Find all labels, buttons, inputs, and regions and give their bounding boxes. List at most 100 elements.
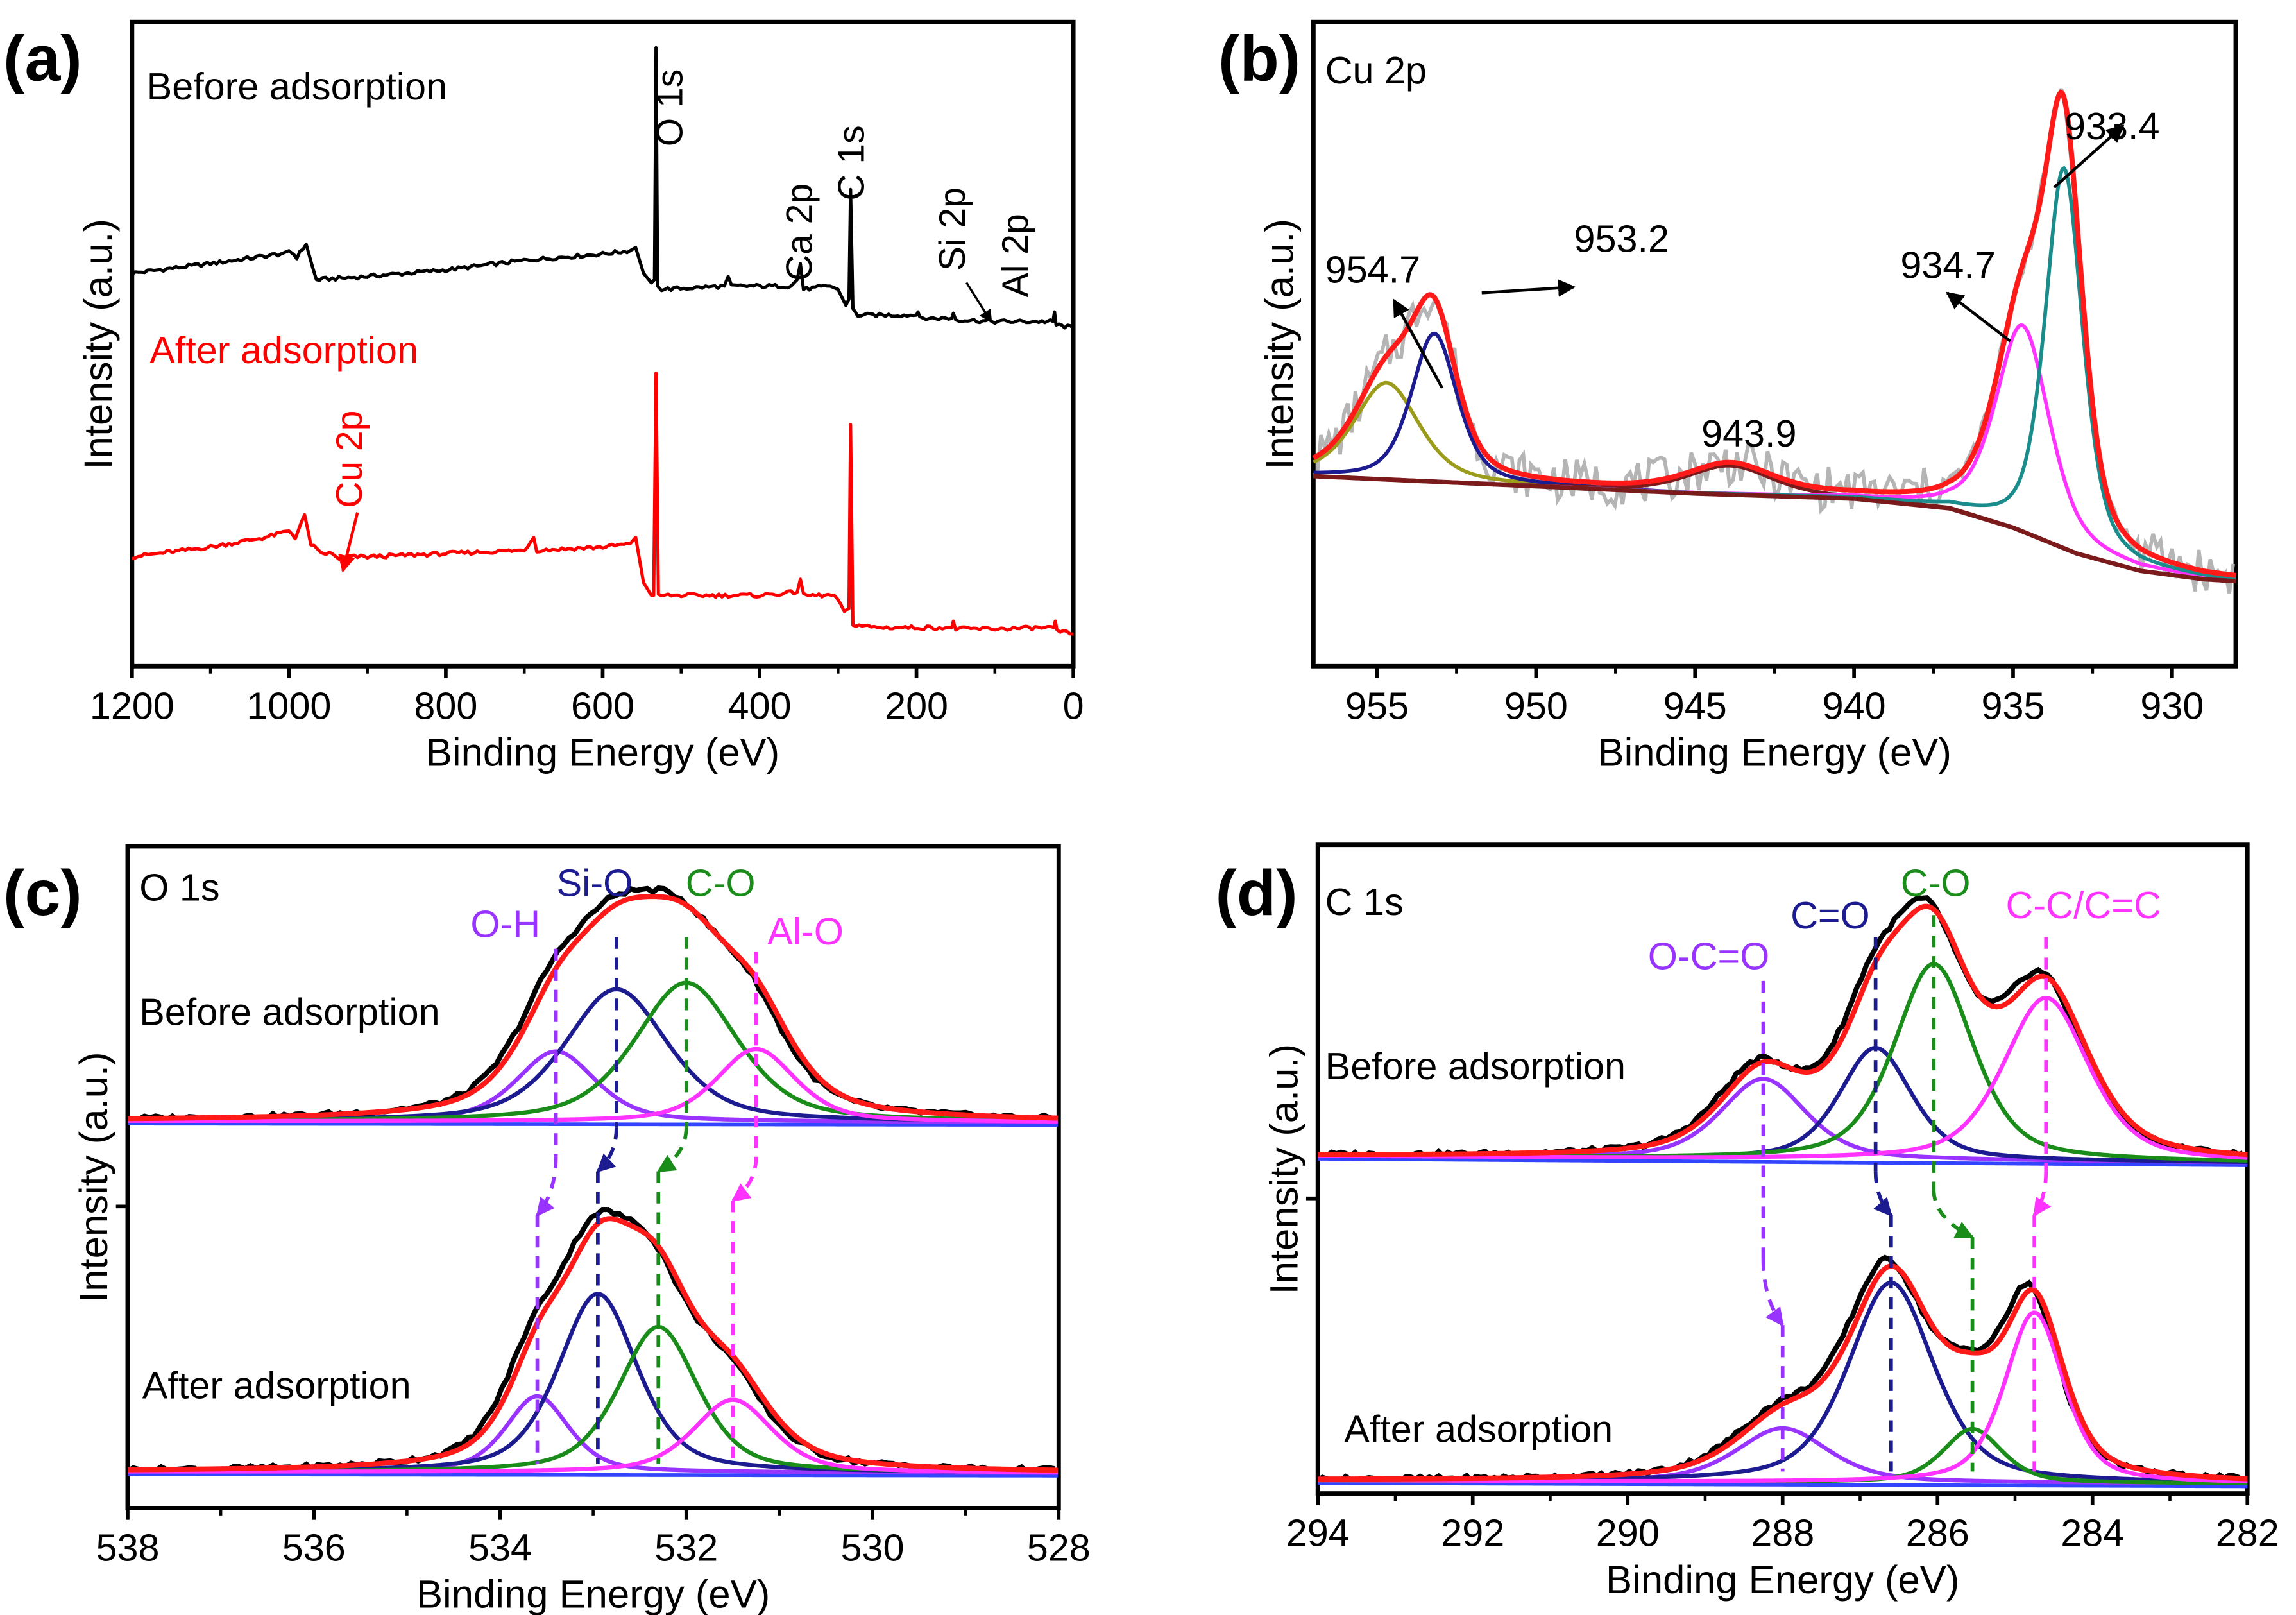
shift-indicator-al-o-arrow bbox=[731, 1156, 758, 1202]
panel-a-survey: 1200 1000 800 600 400 200 0 Binding Energy (eV)… bbox=[3, 19, 1084, 774]
peak-label-cu-2p: Cu 2p bbox=[329, 411, 370, 508]
peak-label-si-2p: Si 2p bbox=[932, 187, 973, 271]
peak-label-c-1s: C 1s bbox=[831, 125, 872, 200]
peak-label-943.9: 943.9 bbox=[1701, 412, 1796, 455]
y-axis-label: Intensity (a.u.) bbox=[1262, 1044, 1306, 1294]
panel-title: O 1s bbox=[139, 866, 219, 909]
x-axis-label: Binding Energy (eV) bbox=[416, 1573, 770, 1615]
fit-component-al-o bbox=[127, 1397, 1058, 1474]
before-adsorption-label: Before adsorption bbox=[139, 990, 439, 1033]
x-axis-label: Binding Energy (eV) bbox=[1606, 1558, 1959, 1602]
fit-component-c-c-c-c bbox=[1318, 995, 2248, 1160]
peak-arrow-934.7 bbox=[1946, 291, 2011, 343]
peak-label-954.7: 954.7 bbox=[1325, 248, 1420, 291]
raw-spectrum-line bbox=[1313, 88, 2235, 594]
x-tick-label: 536 bbox=[282, 1526, 346, 1569]
panel-d-c1s: 294 292 290 288 286 284 282 Binding Energy (eV)… bbox=[1215, 842, 2279, 1602]
cu2p-arrow bbox=[338, 512, 359, 573]
shift-indicator-o-h-arrow bbox=[536, 1156, 558, 1217]
x-tick-label: 200 bbox=[885, 684, 948, 727]
x-tick-label: 935 bbox=[1981, 684, 2045, 727]
x-tick-label: 532 bbox=[654, 1526, 718, 1569]
baseline-line bbox=[127, 1122, 1058, 1127]
shift-indicator-c-o-arrow bbox=[1932, 1188, 1975, 1239]
x-tick-label: 1000 bbox=[246, 684, 331, 727]
component-label-c-o: C=O bbox=[1790, 894, 1870, 937]
component-label-o-c-o: O-C=O bbox=[1648, 935, 1770, 978]
shift-indicator-si-o-arrow bbox=[596, 1127, 618, 1173]
fit-envelope-line-after bbox=[1318, 1263, 2248, 1482]
x-tick-label: 282 bbox=[2216, 1512, 2279, 1555]
x-axis-label: Binding Energy (eV) bbox=[1597, 730, 1951, 774]
x-tick-label: 930 bbox=[2140, 684, 2204, 727]
peak-label-953.2: 953.2 bbox=[1574, 217, 1669, 260]
x-tick-label: 534 bbox=[468, 1526, 532, 1569]
shift-indicator-o-c-o-arrow bbox=[1761, 1259, 1785, 1327]
y-axis-label: Intensity (a.u.) bbox=[76, 219, 121, 469]
x-tick-label: 945 bbox=[1663, 684, 1727, 727]
fit-component-o-h bbox=[127, 1394, 1058, 1475]
fit-component-al-o bbox=[127, 1047, 1058, 1124]
panel-label: (c) bbox=[3, 857, 82, 929]
raw-spectrum-line-before bbox=[1317, 895, 2244, 1160]
peak-arrow-953.2 bbox=[1481, 279, 1576, 297]
x-tick-label: 530 bbox=[841, 1526, 905, 1569]
series-line-before bbox=[131, 46, 1075, 330]
background-line bbox=[1313, 474, 2236, 584]
si2p-arrow bbox=[965, 282, 992, 323]
component-label-al-o: Al-O bbox=[767, 910, 844, 953]
component-label-si-o: Si-O bbox=[557, 862, 633, 905]
fit-envelope-line-after bbox=[127, 1216, 1058, 1473]
x-tick-label: 528 bbox=[1027, 1526, 1091, 1569]
panel-title: Cu 2p bbox=[1325, 49, 1427, 92]
x-tick-label: 800 bbox=[414, 684, 477, 727]
component-label-c-o: C-O bbox=[1901, 862, 1971, 905]
component-label-c-c-c-c: C-C/C=C bbox=[2006, 884, 2161, 927]
peak-label-933.4: 933.4 bbox=[2064, 105, 2159, 148]
after-adsorption-label: After adsorption bbox=[142, 1363, 411, 1406]
after-adsorption-label: After adsorption bbox=[149, 329, 418, 372]
baseline-line bbox=[127, 1472, 1058, 1478]
x-tick-label: 538 bbox=[96, 1526, 159, 1569]
x-tick-label: 955 bbox=[1345, 684, 1409, 727]
after-adsorption-label: After adsorption bbox=[1344, 1408, 1613, 1451]
plot-frame bbox=[125, 844, 1061, 1510]
y-axis-label: Intensity (a.u.) bbox=[72, 1052, 116, 1303]
shift-indicator-c-c-c-c-arrow bbox=[2032, 1171, 2052, 1217]
peak-label-934.7: 934.7 bbox=[1900, 244, 1995, 287]
panel-b-cu2p: 955 950 945 940 935 930 Binding Energy (eV) Int… bbox=[1218, 19, 2238, 774]
fit-envelope-line-before bbox=[127, 894, 1058, 1122]
x-axis-label: Binding Energy (eV) bbox=[426, 730, 779, 774]
fit-envelope-line-before bbox=[1318, 903, 2248, 1158]
component-label-o-h: O-H bbox=[470, 902, 540, 945]
x-tick-label: 288 bbox=[1751, 1512, 1814, 1555]
peak-label-ca-2p: Ca 2p bbox=[779, 184, 821, 281]
peak-arrow-954.7 bbox=[1392, 298, 1444, 389]
baseline-line bbox=[1318, 1157, 2248, 1167]
fit-envelope-line bbox=[1312, 89, 2236, 578]
panel-label: (a) bbox=[3, 23, 82, 95]
component-label-c-o: C-O bbox=[686, 862, 756, 905]
x-tick-label: 600 bbox=[571, 684, 634, 727]
baseline-line bbox=[1318, 1481, 2248, 1489]
x-tick-label: 284 bbox=[2061, 1512, 2124, 1555]
x-tick-label: 940 bbox=[1823, 684, 1886, 727]
y-axis-label: Intensity (a.u.) bbox=[1257, 219, 1302, 469]
before-adsorption-label: Before adsorption bbox=[147, 65, 447, 108]
peak-label-al-2p: Al 2p bbox=[995, 214, 1036, 297]
shift-indicator-c-o-arrow bbox=[1873, 1171, 1892, 1217]
before-adsorption-label: Before adsorption bbox=[1325, 1045, 1626, 1088]
peak-arrow-933.4 bbox=[2053, 124, 2125, 189]
peak-label-o-1s: O 1s bbox=[650, 69, 691, 146]
shift-indicator-c-o-arrow bbox=[656, 1127, 688, 1173]
x-tick-label: 400 bbox=[728, 684, 792, 727]
x-tick-label: 286 bbox=[1906, 1512, 1969, 1555]
panel-label: (b) bbox=[1218, 23, 1300, 95]
panel-c-o1s: 538 536 534 532 530 528 Binding Energy (eV) Int… bbox=[3, 844, 1091, 1615]
x-tick-label: 950 bbox=[1504, 684, 1568, 727]
x-tick-label: 1200 bbox=[90, 684, 174, 727]
x-tick-label: 0 bbox=[1063, 684, 1084, 727]
x-tick-label: 294 bbox=[1286, 1512, 1350, 1555]
series-line-after bbox=[132, 371, 1074, 636]
